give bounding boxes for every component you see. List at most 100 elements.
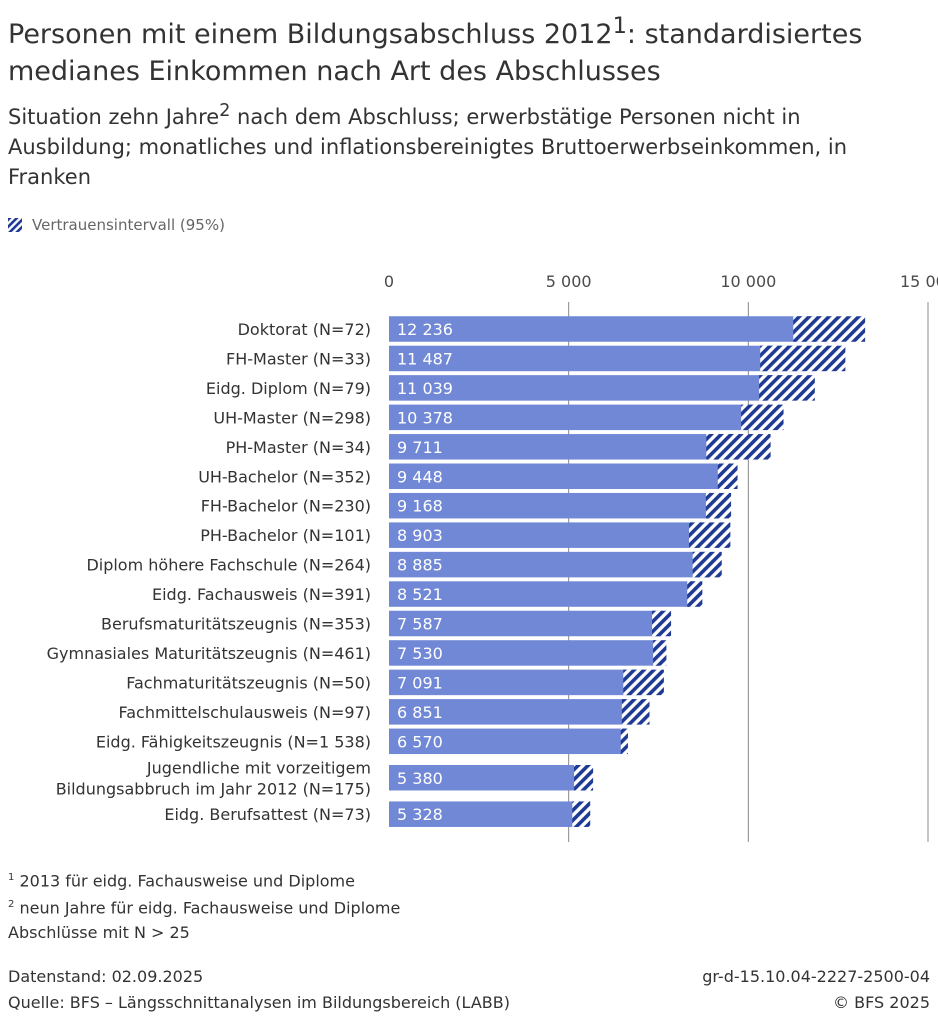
bar: [389, 728, 626, 755]
category-label-line: Bildungsabbruch im Jahr 2012 (N=175): [56, 779, 371, 798]
value-label: 6 851: [397, 703, 443, 722]
value-label: 7 091: [397, 673, 443, 692]
footnotes: 1 2013 für eidg. Fachausweise und Diplom…: [8, 866, 400, 945]
value-label: 10 378: [397, 408, 453, 427]
bar: [389, 551, 709, 578]
confidence-intervals: [572, 316, 866, 827]
confidence-interval: [687, 581, 703, 607]
source-text: Quelle: BFS – Längsschnittanalysen im Bi…: [8, 993, 510, 1012]
bar: [389, 801, 581, 827]
chart-title-rest: : standardisiertes medianes Einkommen na…: [8, 19, 863, 87]
confidence-interval: [572, 801, 591, 827]
value-label: 9 711: [397, 438, 443, 457]
footer-source: Datenstand: 02.09.2025 Quelle: BFS – Län…: [8, 964, 510, 1016]
bar: [389, 345, 802, 372]
value-label: 11 039: [397, 379, 453, 398]
category-labels: Doktorat (N=72) FH-Master (N=33) Eidg. Dip…: [47, 320, 371, 824]
footnote-text: neun Jahre für eidg. Fachausweise und Di…: [14, 898, 401, 918]
bar: [389, 316, 829, 342]
category-label: FH-Master (N=33): [226, 349, 371, 368]
value-label: 8 903: [397, 526, 443, 545]
confidence-interval: [706, 434, 771, 460]
footnote-text: Abschlüsse mit N > 25: [8, 922, 190, 942]
confidence-interval: [692, 551, 722, 578]
value-label: 9 448: [397, 467, 443, 486]
value-label: 7 530: [397, 644, 443, 663]
x-tick-label: 15 000: [900, 272, 938, 291]
category-label: Eidg. Fähigkeitszeugnis (N=1 538): [96, 732, 371, 751]
bar: [389, 640, 660, 666]
data-date: Datenstand: 02.09.2025: [8, 967, 204, 986]
copyright: © BFS 2025: [833, 993, 930, 1012]
footnote-marker: 1: [8, 872, 15, 883]
chart-subtitle-rest: nach dem Abschluss; erwerbstätige Person…: [8, 105, 848, 189]
hatched-square-icon: [8, 218, 22, 232]
confidence-interval: [717, 463, 738, 489]
x-tick-label: 10 000: [720, 272, 776, 291]
category-label: Eidg. Diplom (N=79): [206, 379, 371, 398]
category-label: UH-Master (N=298): [213, 408, 371, 427]
confidence-interval: [653, 640, 667, 666]
footnote-text: 2013 für eidg. Fachausweise und Diplome: [14, 871, 355, 891]
category-label: Eidg. Fachausweis (N=391): [152, 585, 371, 604]
confidence-interval: [705, 492, 732, 519]
confidence-interval: [759, 375, 815, 401]
value-label: 5 328: [397, 805, 443, 824]
bar: [389, 669, 644, 696]
bar: [389, 404, 762, 431]
confidence-interval: [652, 610, 672, 637]
category-label: Diplom höhere Fachschule (N=264): [86, 556, 371, 575]
chart-subtitle-footnote-marker: 2: [219, 101, 231, 121]
value-label: 11 487: [397, 349, 453, 368]
category-label: Gymnasiales Maturitätszeugnis (N=461): [47, 644, 371, 663]
footnote-marker: 2: [8, 899, 15, 911]
bar: [389, 765, 583, 791]
chart-title: Personen mit einem Bildungsabschluss 201…: [8, 8, 928, 90]
confidence-interval: [793, 316, 866, 342]
bar-chart: 0 5 000 10 000 15 000 Doktorat (N=72) FH-Mas…: [47, 272, 938, 842]
legend-label: Vertrauensintervall (95%): [32, 216, 225, 234]
category-label: FH-Bachelor (N=230): [201, 497, 371, 516]
category-label: Doktorat (N=72): [238, 320, 371, 339]
x-tick-label: 0: [384, 272, 394, 291]
category-label: PH-Bachelor (N=101): [200, 526, 371, 545]
footnote-3: Abschlüsse mit N > 25: [8, 921, 400, 945]
chart-subtitle-main: Situation zehn Jahre: [8, 105, 220, 129]
bar: [389, 375, 786, 401]
footer-meta: gr-d-15.10.04-2227-2500-04 © BFS 2025: [702, 964, 930, 1016]
legend: Vertrauensintervall (95%): [8, 216, 225, 234]
bar: [389, 463, 729, 489]
x-axis-ticks: 0 5 000 10 000 15 000: [384, 272, 938, 291]
category-label: Fachmittelschulausweis (N=97): [119, 703, 372, 722]
value-labels: 12 236 11 487 11 039 10 378 9 711 9 448 9 168 8…: [397, 320, 453, 824]
confidence-interval: [574, 765, 594, 791]
x-tick-label: 5 000: [546, 272, 592, 291]
footnote-2: 2 neun Jahre für eidg. Fachausweise und …: [8, 893, 400, 920]
value-label: 8 885: [397, 556, 443, 575]
confidence-interval: [741, 404, 784, 431]
bars: [389, 316, 829, 827]
chart-title-footnote-marker: 1: [612, 13, 627, 39]
category-label: Fachmaturitätszeugnis (N=50): [126, 673, 371, 692]
value-label: 5 380: [397, 769, 443, 788]
footnote-1: 1 2013 für eidg. Fachausweise und Diplom…: [8, 866, 400, 893]
confidence-interval: [623, 669, 664, 696]
value-label: 12 236: [397, 320, 453, 339]
category-label: UH-Bachelor (N=352): [198, 467, 371, 486]
bar: [389, 522, 709, 548]
confidence-interval: [621, 699, 650, 725]
value-label: 7 587: [397, 615, 443, 634]
bar: [389, 699, 636, 725]
category-label: Jugendliche mit vorzeitigem Bildungsabbru…: [56, 758, 371, 798]
bar: [389, 610, 662, 637]
confidence-interval: [620, 728, 628, 755]
category-label: PH-Master (N=34): [226, 438, 371, 457]
bar: [389, 434, 738, 460]
chart-code: gr-d-15.10.04-2227-2500-04: [702, 967, 930, 986]
confidence-interval: [689, 522, 731, 548]
chart-title-main: Personen mit einem Bildungsabschluss 201…: [8, 19, 613, 50]
value-label: 8 521: [397, 585, 443, 604]
category-label: Eidg. Berufsattest (N=73): [164, 805, 371, 824]
chart-subtitle: Situation zehn Jahre2 nach dem Abschluss…: [8, 96, 928, 192]
value-label: 6 570: [397, 732, 443, 751]
